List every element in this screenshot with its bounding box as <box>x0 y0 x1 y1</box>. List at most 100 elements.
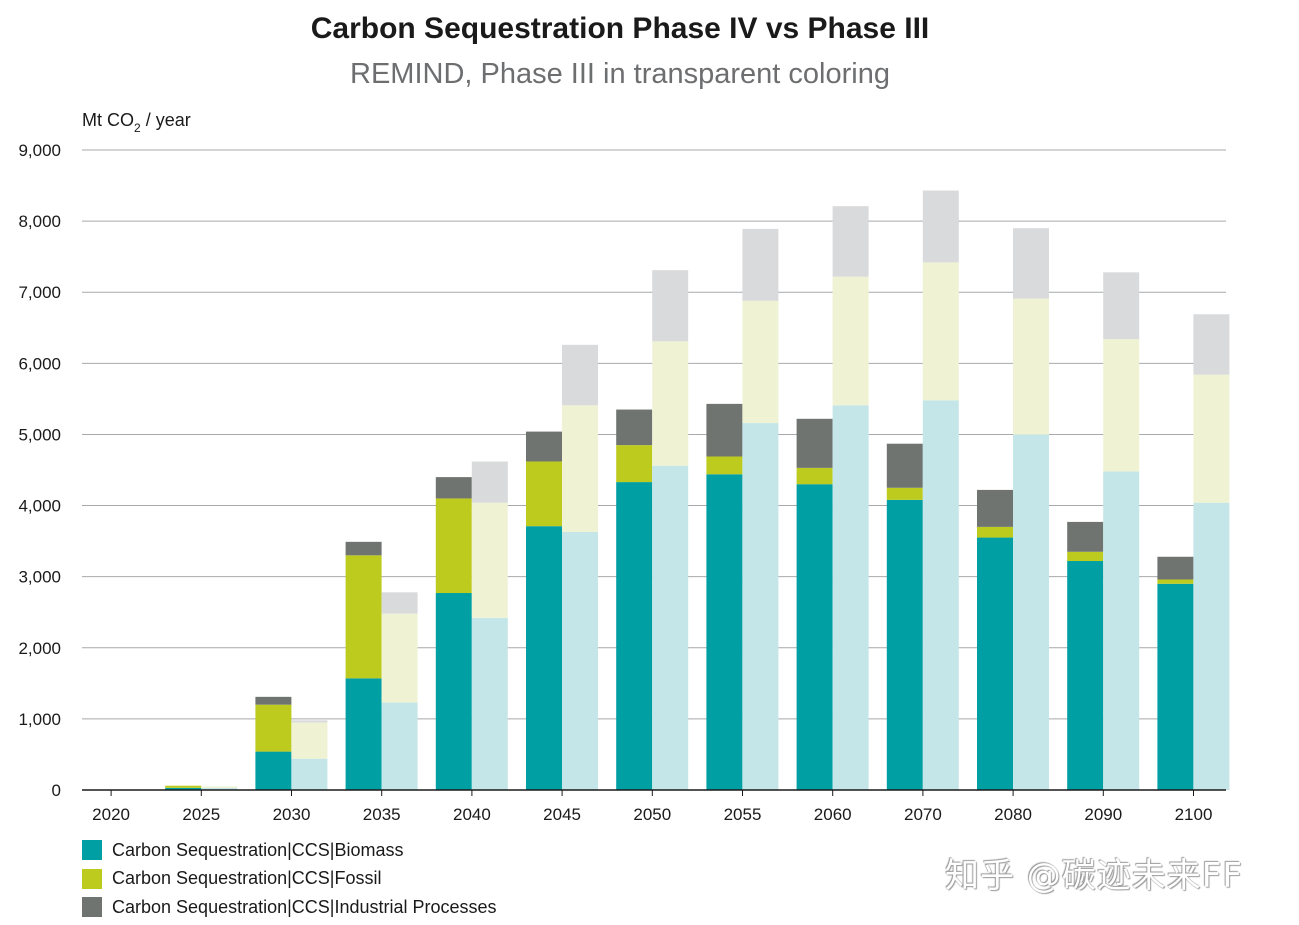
bar-phase-iii-industrial <box>832 206 869 277</box>
bar-phase-iv-industrial <box>1157 556 1194 580</box>
y-tick-label: 6,000 <box>18 354 61 373</box>
bar-phase-iii-industrial <box>1193 314 1230 375</box>
bar-phase-iv-industrial <box>526 431 562 462</box>
bar-phase-iii-fossil <box>471 502 508 618</box>
bar-phase-iv-industrial <box>345 541 382 556</box>
bar-phase-iii-fossil <box>922 262 959 401</box>
bar-phase-iii-industrial <box>471 461 508 503</box>
bar-phase-iv-fossil <box>165 785 202 788</box>
bar-phase-iii-biomass <box>652 465 689 790</box>
legend-item-biomass: Carbon Sequestration|CCS|Biomass <box>82 836 497 865</box>
bar-phase-iii-fossil <box>742 300 779 424</box>
chart-title: Carbon Sequestration Phase IV vs Phase I… <box>310 12 930 45</box>
legend-swatch-industrial <box>82 897 102 918</box>
bar-phase-iv-fossil <box>1067 551 1104 562</box>
bar-phase-iii-industrial <box>922 190 959 263</box>
bar-phase-iii-industrial <box>652 270 689 342</box>
bar-phase-iii-biomass <box>1103 471 1140 790</box>
bar-phase-iv-industrial <box>706 403 743 457</box>
x-tick-label: 2080 <box>994 805 1032 824</box>
x-tick-label: 2025 <box>182 805 220 824</box>
bar-phase-iii-biomass <box>922 400 959 790</box>
bar-phase-iv-biomass <box>165 787 202 790</box>
bar-phase-iv-fossil <box>977 526 1013 538</box>
y-axis-label-subscript: 2 <box>134 121 141 135</box>
x-tick-label: 2045 <box>543 805 581 824</box>
watermark: 知乎 @碳迹未来FF <box>945 856 1243 896</box>
bar-phase-iii-fossil <box>1193 374 1230 503</box>
bar-phase-iii-industrial <box>1103 272 1140 340</box>
bar-phase-iii-fossil <box>652 341 689 466</box>
x-tick-label: 2050 <box>633 805 671 824</box>
bar-phase-iii-fossil <box>1013 298 1049 435</box>
bar-phase-iv-biomass <box>255 751 292 790</box>
y-axis-label-tail: / year <box>141 110 191 130</box>
axes: 0 1,000 2,000 3,000 4,000 5,000 6,000 7,000 8,00… <box>18 141 1226 824</box>
bar-phase-iv-biomass <box>435 593 472 790</box>
bar-phase-iv-biomass <box>1157 583 1194 790</box>
bar-phase-iii-industrial <box>562 344 598 406</box>
bar-phase-iv-fossil <box>345 555 382 679</box>
bar-phase-iii-biomass <box>832 405 869 790</box>
bar-phase-iv-biomass <box>345 678 382 790</box>
x-tick-label: 2020 <box>92 805 130 824</box>
x-tick-label: 2090 <box>1084 805 1122 824</box>
bar-phase-iii-fossil <box>381 613 418 703</box>
y-tick-label: 3,000 <box>18 568 61 587</box>
legend-label-industrial: Carbon Sequestration|CCS|Industrial Proc… <box>112 896 497 917</box>
bar-phase-iv-biomass <box>706 474 743 790</box>
bar-phase-iv-industrial <box>616 409 653 446</box>
bar-phase-iii-biomass <box>1013 434 1049 790</box>
y-tick-label: 8,000 <box>18 212 61 231</box>
legend-item-fossil: Carbon Sequestration|CCS|Fossil <box>82 865 497 894</box>
x-tick-label: 2060 <box>814 805 852 824</box>
y-tick-label: 1,000 <box>18 710 61 729</box>
bar-phase-iii-biomass <box>201 787 238 790</box>
legend-swatch-fossil <box>82 868 102 889</box>
bar-phase-iii-biomass <box>291 758 328 790</box>
x-tick-label: 2030 <box>273 805 311 824</box>
bar-phase-iii-fossil <box>291 722 328 759</box>
bar-phase-iii-fossil <box>201 786 238 788</box>
bar-phase-iv-fossil <box>526 461 562 527</box>
bar-phase-iii-industrial <box>1013 228 1049 299</box>
bar-phase-iv-biomass <box>886 499 923 790</box>
bar-phase-iii-biomass <box>562 531 598 790</box>
bar-phase-iv-industrial <box>255 696 292 705</box>
bar-phase-iii-industrial <box>291 720 328 723</box>
y-tick-label: 4,000 <box>18 497 61 516</box>
bar-phase-iv-industrial <box>1067 521 1104 552</box>
bars <box>165 190 1230 790</box>
y-tick-label: 0 <box>52 781 61 800</box>
y-tick-label: 2,000 <box>18 639 61 658</box>
y-tick-label: 5,000 <box>18 425 61 444</box>
x-tick-label: 2040 <box>453 805 491 824</box>
bar-phase-iv-industrial <box>886 443 923 488</box>
y-axis-label-main: Mt CO <box>82 110 134 130</box>
bar-phase-iii-biomass <box>471 617 508 790</box>
bar-phase-iii-fossil <box>562 405 598 532</box>
y-axis-label: Mt CO2 / year <box>82 110 191 135</box>
bar-phase-iv-industrial <box>977 489 1013 527</box>
legend: Carbon Sequestration|CCS|Biomass Carbon … <box>82 836 497 922</box>
bar-phase-iv-fossil <box>706 456 743 475</box>
x-tick-label: 2055 <box>724 805 762 824</box>
bar-phase-iv-biomass <box>526 526 562 790</box>
chart-subtitle: REMIND, Phase III in transparent colorin… <box>350 58 890 90</box>
bar-phase-iv-biomass <box>977 537 1013 790</box>
x-tick-label: 2100 <box>1175 805 1213 824</box>
bar-phase-iv-fossil <box>435 498 472 594</box>
bar-phase-iii-fossil <box>832 276 869 406</box>
y-tick-label: 9,000 <box>18 141 61 160</box>
x-tick-label: 2070 <box>904 805 942 824</box>
bar-phase-iii-biomass <box>1193 502 1230 790</box>
bar-phase-iii-industrial <box>381 592 418 614</box>
x-tick-label: 2035 <box>363 805 401 824</box>
bar-phase-iv-fossil <box>255 704 292 752</box>
bar-phase-iv-fossil <box>1157 579 1194 584</box>
bar-phase-iv-industrial <box>435 477 472 499</box>
bar-phase-iii-industrial <box>742 228 779 301</box>
legend-label-fossil: Carbon Sequestration|CCS|Fossil <box>112 868 382 889</box>
bar-phase-iii-fossil <box>1103 339 1140 472</box>
bar-phase-iv-biomass <box>1067 561 1104 790</box>
